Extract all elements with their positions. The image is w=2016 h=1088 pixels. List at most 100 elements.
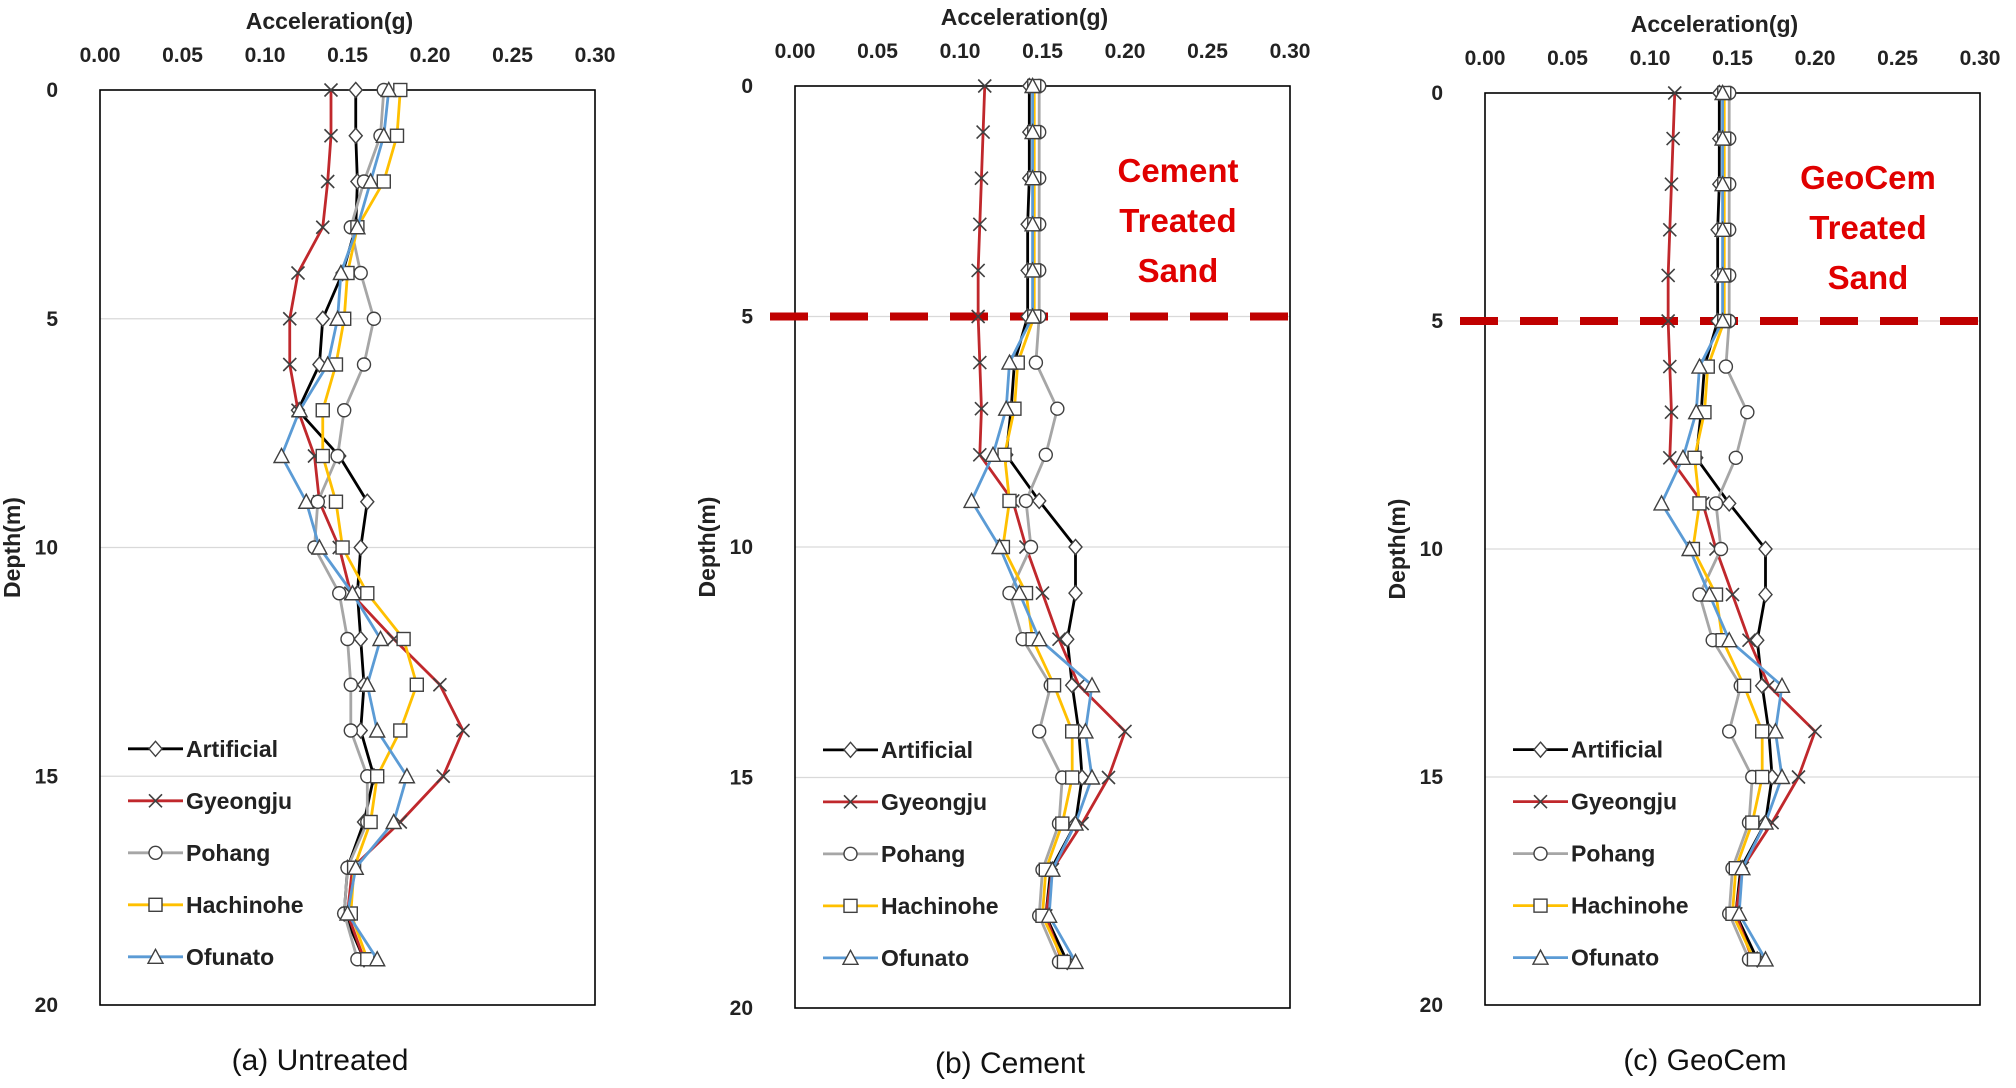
legend-label: Hachinohe — [881, 893, 999, 919]
panel-caption: (a) Untreated — [232, 1044, 409, 1077]
data-point-gyeongju — [1791, 769, 1806, 785]
legend-label: Pohang — [1571, 841, 1655, 867]
data-point-pohang — [332, 586, 347, 601]
data-point-hachinohe — [1692, 496, 1707, 511]
data-point-artificial — [353, 630, 369, 648]
data-point-ofunato — [1713, 175, 1732, 192]
y-tick-label: 5 — [741, 306, 753, 329]
data-point-gyeongju — [977, 78, 992, 94]
legend-label: Pohang — [881, 841, 965, 867]
data-point-ofunato — [297, 492, 315, 509]
y-tick-label: 20 — [35, 994, 58, 1017]
chart-panel-b: 0.00 0.05 0.10 0.15 0.20 0.25 0.30 0 5 10 15 20 Acce… — [694, 4, 1310, 1080]
legend-marker-gyeongju — [843, 794, 858, 809]
data-point-pohang — [1023, 539, 1039, 555]
legend-label: Pohang — [186, 840, 270, 866]
treated-sand-annotation: Treated — [1809, 209, 1926, 246]
legend-marker-hachinohe — [1533, 898, 1548, 913]
data-point-artificial — [359, 493, 375, 511]
x-tick-label: 0.00 — [1465, 47, 1506, 70]
data-point-gyeongju — [972, 355, 987, 370]
data-point-ofunato — [375, 126, 393, 143]
data-point-pohang — [1718, 359, 1734, 374]
data-point-ofunato — [1083, 768, 1101, 785]
data-point-pohang — [1028, 355, 1044, 370]
treated-sand-annotation: Treated — [1119, 202, 1236, 239]
data-point-pohang — [1050, 401, 1065, 416]
legend-marker-ofunato — [146, 947, 165, 964]
data-point-hachinohe — [1055, 816, 1070, 831]
series-line-ofunato — [1660, 93, 1784, 961]
legend-marker-gyeongju — [148, 793, 163, 808]
legend-marker-pohang — [843, 846, 858, 862]
data-point-gyeongju — [1741, 633, 1757, 648]
data-point-ofunato — [328, 309, 347, 326]
series-line-ofunato — [970, 86, 1094, 963]
data-point-artificial — [315, 310, 331, 328]
series-hachinohe — [315, 82, 424, 967]
data-point-ofunato — [962, 491, 981, 509]
data-point-ofunato — [361, 172, 380, 189]
data-point-hachinohe — [393, 723, 408, 738]
data-point-gyeongju — [436, 769, 451, 784]
data-point-gyeongju — [290, 265, 306, 281]
data-point-gyeongju — [315, 220, 330, 235]
data-point-ofunato — [1680, 540, 1699, 557]
data-point-pohang — [343, 723, 358, 738]
legend-marker-pohang — [1533, 846, 1548, 861]
data-point-ofunato — [1756, 950, 1775, 967]
series-ofunato — [1652, 84, 1791, 967]
data-point-gyeongju — [1662, 222, 1677, 237]
data-point-hachinohe — [363, 814, 378, 830]
data-point-ofunato — [1713, 129, 1732, 146]
data-point-gyeongju — [972, 217, 987, 232]
data-point-hachinohe — [370, 769, 385, 784]
data-point-ofunato — [332, 264, 350, 281]
series-line-gyeongju — [1666, 92, 1817, 960]
legend-marker-ofunato — [841, 948, 860, 966]
data-point-gyeongju — [974, 171, 989, 186]
data-point-ofunato — [310, 538, 329, 555]
data-point-pohang — [337, 403, 352, 418]
x-tick-label: 0.15 — [1712, 47, 1753, 70]
x-tick-label: 0.00 — [775, 40, 816, 63]
data-point-gyeongju — [1661, 268, 1676, 283]
data-point-pohang — [310, 494, 325, 509]
treated-sand-annotation: Sand — [1828, 259, 1909, 296]
legend-marker-ofunato — [1531, 948, 1550, 965]
legend-label: Gyeongju — [881, 789, 987, 815]
data-point-gyeongju — [974, 401, 989, 416]
series-pohang — [307, 82, 391, 967]
x-tick-label: 0.10 — [245, 44, 286, 67]
data-point-ofunato — [1713, 220, 1732, 238]
series-line-hachinohe — [1691, 93, 1764, 960]
series-gyeongju — [971, 78, 1133, 969]
data-point-pohang — [1721, 724, 1737, 739]
legend-label: Ofunato — [186, 944, 274, 970]
x-tick-label: 0.25 — [1877, 47, 1918, 70]
x-tick-label: 0.30 — [1960, 47, 2001, 70]
y-tick-label: 5 — [1431, 310, 1443, 333]
data-point-ofunato — [347, 858, 365, 875]
data-point-pohang — [366, 311, 382, 326]
legend: Artificial Gyeongju Pohang Hachinohe Ofunato — [1513, 737, 1689, 971]
x-tick-label: 0.00 — [80, 44, 121, 67]
series-line-pohang — [1698, 93, 1754, 960]
x-tick-label: 0.25 — [1187, 40, 1228, 63]
legend-label: Artificial — [1571, 737, 1663, 763]
data-point-ofunato — [1733, 859, 1752, 876]
x-tick-label: 0.15 — [1022, 40, 1063, 63]
data-point-gyeongju — [1071, 678, 1086, 693]
data-point-pohang — [1031, 724, 1047, 739]
data-point-pohang — [330, 448, 345, 464]
data-point-artificial — [1758, 540, 1773, 558]
series-ofunato — [272, 81, 416, 967]
data-point-hachinohe — [1064, 724, 1080, 739]
data-point-gyeongju — [1051, 632, 1067, 647]
series-line-ofunato — [280, 89, 409, 961]
data-point-ofunato — [1000, 353, 1019, 370]
data-point-hachinohe — [396, 631, 411, 647]
data-point-gyeongju — [1761, 678, 1776, 693]
legend-label: Gyeongju — [1571, 789, 1677, 815]
